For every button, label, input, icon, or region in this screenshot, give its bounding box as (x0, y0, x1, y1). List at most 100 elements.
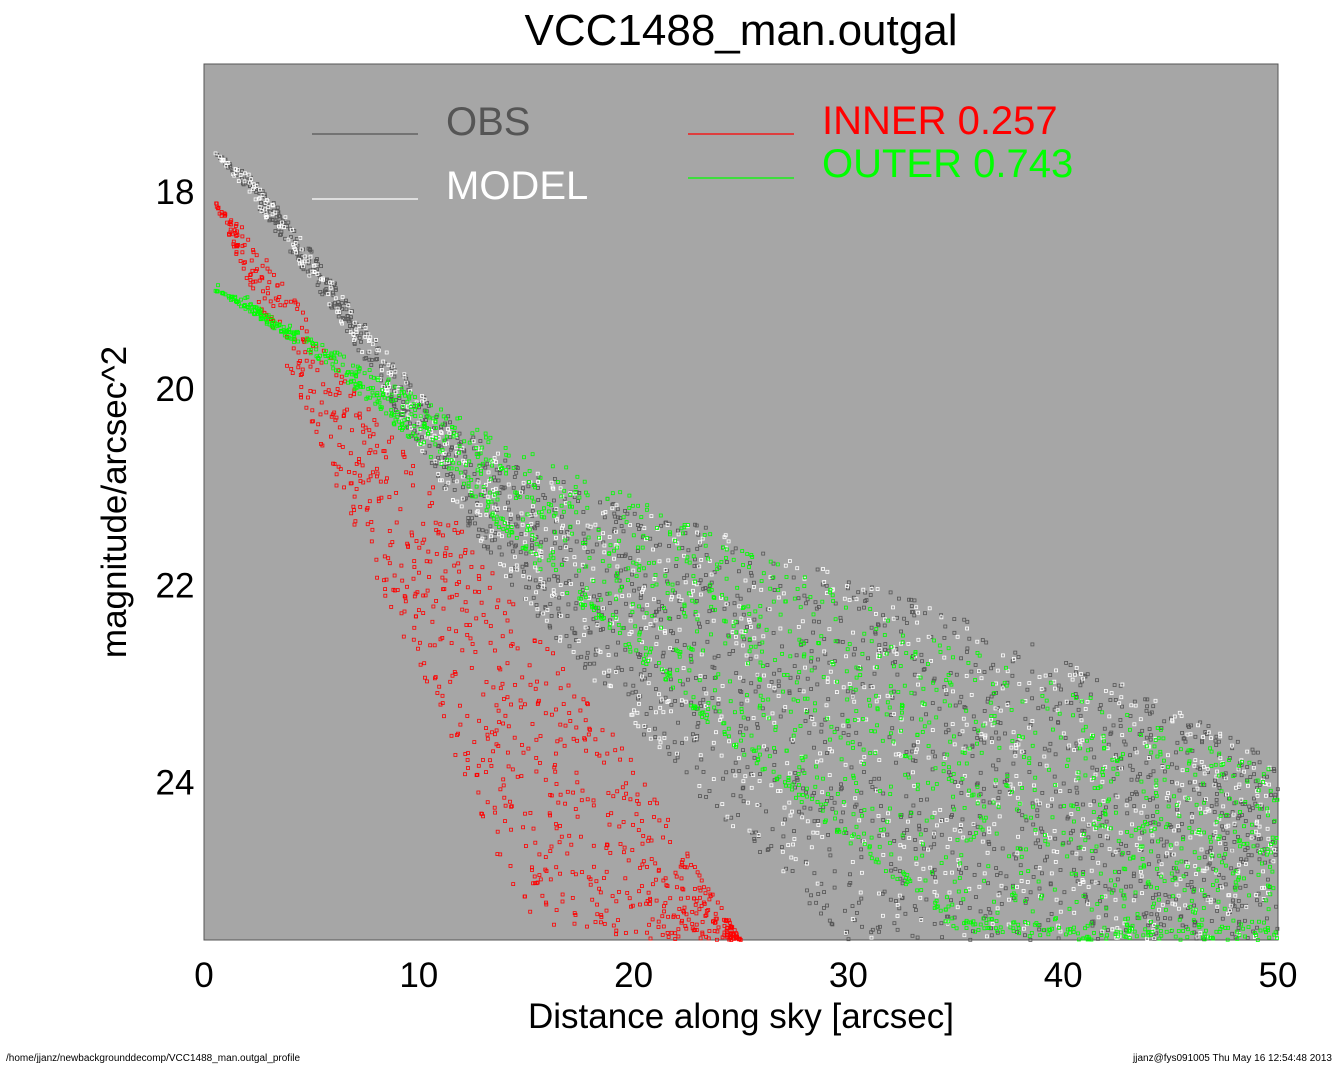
data-point (259, 200, 264, 205)
data-point (297, 261, 302, 266)
data-point (497, 525, 501, 529)
data-point (921, 866, 926, 871)
data-point (932, 890, 937, 894)
data-point (494, 519, 499, 524)
data-point (672, 740, 677, 745)
data-point (850, 834, 855, 839)
data-point (455, 530, 460, 535)
data-point (833, 617, 838, 622)
data-point (582, 545, 587, 550)
data-point (891, 605, 895, 610)
data-point (340, 295, 345, 299)
data-point (753, 644, 758, 649)
data-point (1177, 917, 1182, 922)
series-outer (213, 283, 1280, 942)
data-point (1010, 789, 1014, 794)
data-point (464, 623, 469, 627)
data-point (1120, 851, 1125, 856)
data-point (1067, 673, 1072, 678)
data-point (1132, 699, 1137, 704)
data-point (978, 770, 983, 775)
data-point (592, 661, 597, 666)
data-point (937, 706, 942, 711)
data-point (468, 463, 473, 468)
data-point (698, 888, 703, 893)
data-point (754, 654, 759, 659)
data-point (819, 758, 824, 763)
data-point (427, 443, 432, 448)
data-point (465, 758, 470, 762)
data-point (1034, 921, 1039, 925)
data-point (761, 571, 766, 576)
data-point (543, 495, 547, 500)
data-point (289, 299, 293, 304)
data-point (875, 587, 880, 591)
data-point (551, 651, 555, 656)
data-point (366, 337, 371, 342)
data-point (413, 591, 418, 596)
data-point (982, 832, 986, 837)
data-point (1131, 874, 1136, 878)
data-point (808, 806, 813, 811)
data-point (835, 690, 839, 694)
data-point (1192, 763, 1197, 768)
data-point (854, 730, 859, 735)
data-point (1037, 675, 1042, 679)
data-point (337, 425, 342, 430)
data-point (482, 544, 486, 549)
data-point (475, 509, 480, 514)
data-point (330, 280, 335, 285)
data-point (1144, 735, 1149, 740)
data-point (1017, 781, 1022, 786)
data-point (595, 751, 599, 756)
data-point (266, 291, 270, 296)
data-point (532, 524, 536, 529)
data-point (330, 290, 335, 295)
data-point (765, 848, 770, 852)
data-point (978, 909, 983, 914)
data-point (694, 911, 699, 916)
data-point (1006, 701, 1011, 705)
data-point (1023, 933, 1027, 938)
data-point (294, 250, 298, 255)
data-point (1193, 734, 1198, 739)
data-point (1074, 872, 1078, 876)
data-point (732, 932, 736, 937)
data-point (1115, 794, 1120, 799)
data-point (403, 393, 408, 398)
data-point (676, 594, 681, 599)
data-point (280, 220, 284, 225)
data-point (321, 277, 326, 282)
data-point (1129, 703, 1134, 708)
data-point (473, 521, 477, 526)
data-point (286, 329, 291, 334)
data-point (1074, 741, 1079, 746)
data-point (773, 658, 777, 662)
data-point (1206, 724, 1211, 728)
data-point (431, 604, 436, 609)
data-point (1224, 824, 1229, 829)
data-point (893, 867, 898, 871)
data-point (809, 655, 814, 660)
data-point (560, 892, 565, 897)
data-point (530, 865, 534, 870)
data-point (1151, 896, 1155, 900)
data-point (1033, 841, 1038, 846)
data-point (498, 463, 503, 468)
data-point (1102, 809, 1107, 813)
data-point (585, 701, 589, 706)
data-point (839, 819, 844, 824)
data-point (977, 793, 981, 798)
data-point (493, 486, 498, 491)
data-point (502, 563, 507, 568)
data-point (1027, 756, 1032, 761)
data-point (699, 558, 704, 562)
data-point (1083, 674, 1088, 679)
data-point (424, 559, 429, 564)
data-point (923, 828, 928, 832)
data-point (665, 700, 670, 704)
data-point (1023, 716, 1028, 721)
data-point (628, 613, 633, 617)
data-point (1115, 877, 1120, 882)
chart-title: VCC1488_man.outgal (525, 6, 958, 55)
